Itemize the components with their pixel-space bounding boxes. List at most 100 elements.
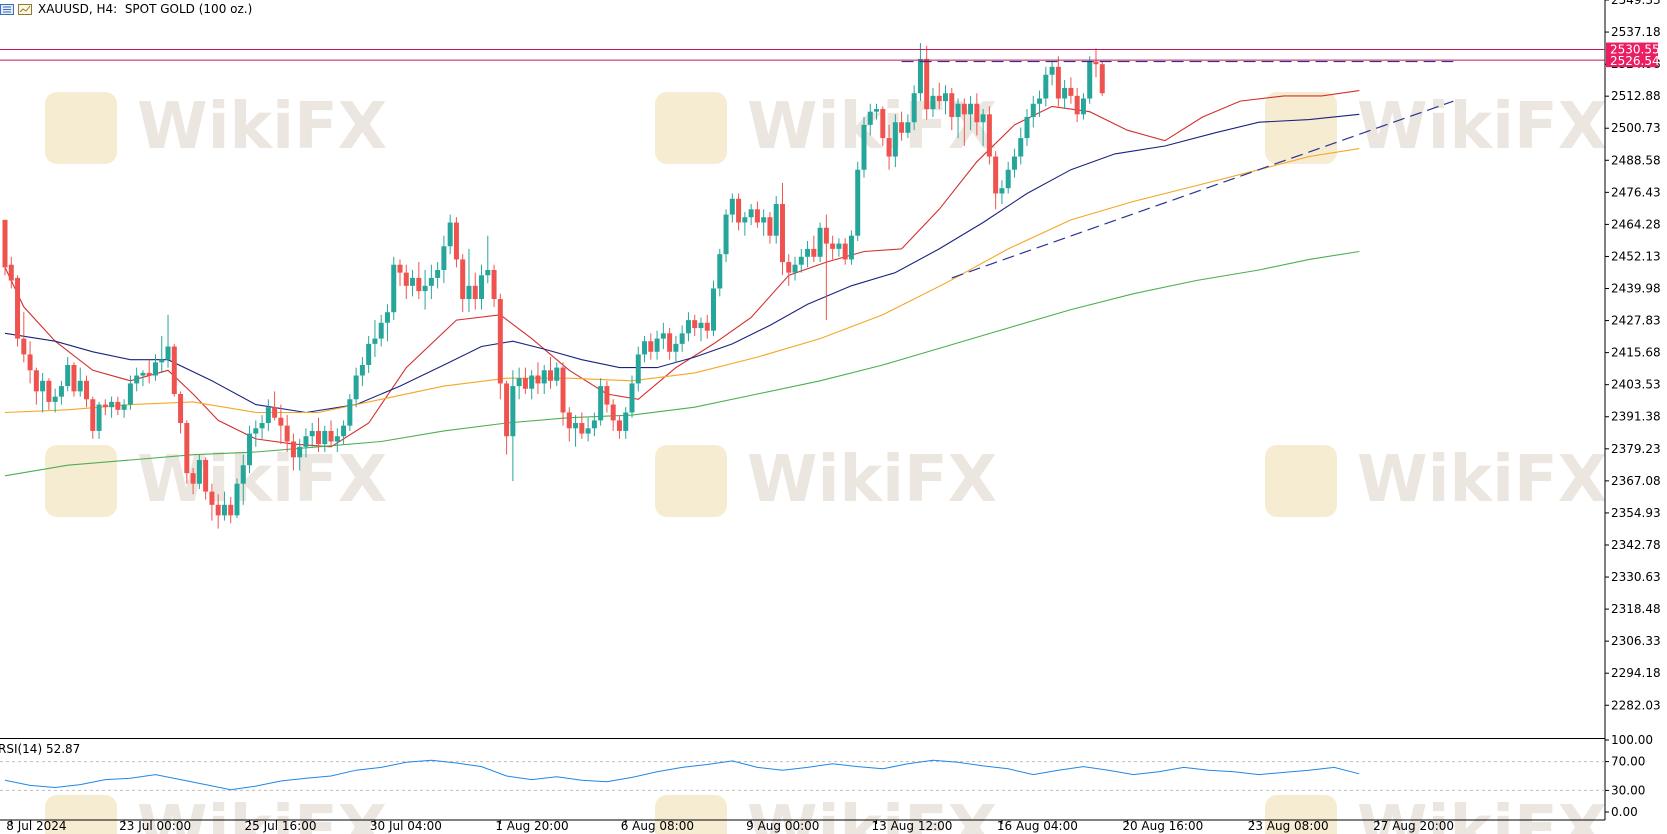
candle-body (1055, 66, 1061, 99)
candle-body (428, 277, 434, 286)
support-trendline (951, 100, 1454, 279)
candle (880, 106, 886, 146)
candle-body (579, 423, 585, 434)
candle (986, 106, 992, 165)
candle (359, 357, 365, 387)
candle (754, 201, 760, 228)
candle (341, 420, 347, 445)
candle-body (836, 243, 842, 249)
candle (435, 262, 441, 289)
candle (215, 494, 221, 529)
candle (410, 269, 416, 297)
candle-body (736, 198, 742, 223)
candle-body (779, 204, 785, 263)
candle-body (510, 386, 516, 437)
candle-body (848, 235, 854, 260)
candle (504, 380, 510, 455)
candle-body (573, 423, 579, 429)
candle-body (786, 262, 792, 273)
candle (284, 415, 290, 453)
candle (773, 196, 779, 244)
candle (685, 312, 691, 342)
candle-body (604, 386, 610, 405)
candle-body (334, 436, 340, 442)
candle (134, 367, 140, 392)
candle (573, 415, 579, 447)
candle (347, 394, 353, 431)
x-tick-label: 6 Aug 08:00 (621, 819, 694, 833)
candle-body (27, 354, 33, 371)
candle-body (441, 246, 447, 270)
candle (21, 312, 27, 363)
candle-body (554, 367, 560, 381)
candle (635, 346, 641, 392)
candle (121, 399, 127, 418)
y-tick-label: 2415.68 (1611, 346, 1661, 360)
candle (1055, 56, 1061, 107)
candle-body (761, 217, 767, 223)
candle-body (259, 423, 265, 429)
candle (905, 114, 911, 139)
candle-body (685, 320, 691, 334)
watermark-logo (1265, 445, 1337, 517)
candle (855, 161, 861, 241)
x-tick-label: 16 Aug 04:00 (997, 819, 1078, 833)
candle (717, 248, 723, 297)
candle (949, 87, 955, 131)
candle-body (171, 346, 177, 395)
candle-body (861, 124, 867, 170)
candle-body (516, 378, 522, 387)
candle (585, 417, 591, 442)
candle (817, 222, 823, 263)
candle (629, 375, 635, 418)
candle-body (598, 386, 604, 421)
candle (673, 335, 679, 363)
candle-body (955, 103, 961, 117)
candles-group (2, 43, 1105, 529)
watermark-text: WikiFX (747, 793, 997, 834)
candle-body (949, 93, 955, 117)
candle (1074, 87, 1080, 123)
candle (196, 454, 202, 489)
candle (259, 415, 265, 439)
candle (598, 378, 604, 426)
candle (497, 293, 503, 400)
candle-body (648, 341, 654, 352)
candle (623, 407, 629, 439)
candle (297, 438, 303, 471)
bar-chart-icon[interactable] (0, 3, 14, 15)
indicator-icon[interactable] (18, 3, 32, 15)
candle (447, 214, 453, 255)
candle (698, 317, 704, 342)
candle-body (654, 338, 660, 352)
candle-body (384, 312, 390, 323)
watermark-text: WikiFX (1357, 90, 1607, 164)
candle (1011, 148, 1017, 178)
candle (660, 322, 666, 350)
candle-body (1005, 169, 1011, 189)
candle (441, 235, 447, 284)
candle-body (435, 269, 441, 278)
candle-body (221, 504, 227, 516)
candle (466, 248, 472, 313)
candle-body (1030, 103, 1036, 117)
candle (228, 496, 234, 524)
candle-body (711, 288, 717, 331)
candle (610, 399, 616, 431)
candle (303, 428, 309, 458)
candle-body (692, 320, 698, 329)
candle (96, 401, 102, 439)
watermark-logo (45, 795, 117, 834)
candle-body (284, 425, 290, 442)
candle-body (303, 436, 309, 447)
watermark-text: WikiFX (1357, 793, 1607, 834)
candle (397, 259, 403, 286)
y-tick-label: 2403.53 (1611, 378, 1661, 392)
candle-body (466, 285, 472, 300)
y-tick-label: 2294.18 (1611, 666, 1661, 680)
candle-body (930, 95, 936, 110)
candle-body (65, 364, 71, 387)
y-tick-label: 2330.63 (1611, 570, 1661, 584)
price-level-tag (1606, 54, 1658, 68)
